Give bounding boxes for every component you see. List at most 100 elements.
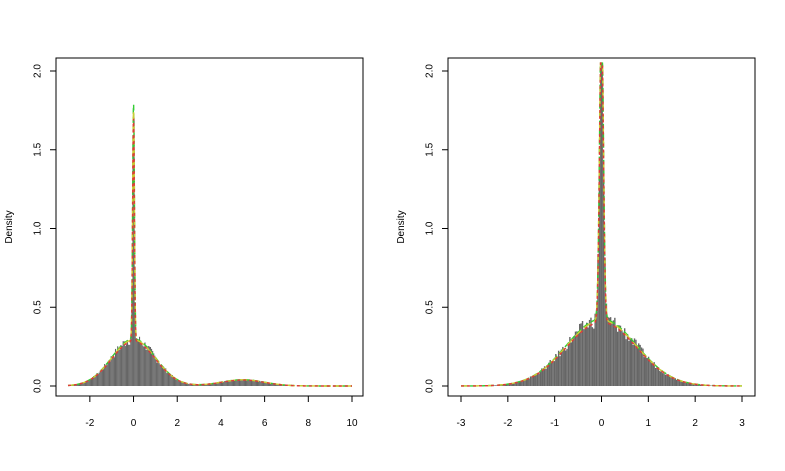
- histogram-bar: [260, 381, 262, 386]
- histogram-bar: [684, 382, 686, 386]
- histogram-bar: [635, 339, 637, 386]
- density-curve-red: [67, 118, 352, 387]
- histogram-bar: [178, 380, 180, 386]
- histogram-bar: [142, 345, 144, 386]
- histogram-bar: [664, 374, 667, 386]
- histogram-bar: [215, 383, 217, 386]
- histogram-bar: [116, 353, 118, 386]
- histogram-bar: [125, 344, 127, 386]
- histogram-bar: [608, 317, 610, 386]
- histogram-bar: [587, 327, 589, 386]
- histogram-bar: [223, 381, 225, 386]
- histogram-bar: [93, 376, 95, 386]
- histogram-bar: [189, 383, 191, 386]
- histogram-bar: [250, 379, 252, 386]
- histogram-bar: [238, 379, 240, 386]
- histogram-bar: [101, 369, 103, 386]
- histogram-bar: [619, 325, 622, 386]
- histogram-bar: [192, 384, 194, 386]
- histogram-bar: [605, 303, 608, 386]
- histogram-bar: [668, 375, 671, 386]
- histogram-bar: [188, 383, 190, 386]
- histogram-bar: [496, 385, 498, 386]
- histogram-bar: [690, 383, 692, 386]
- histogram-bar: [633, 338, 636, 386]
- histogram-bar: [666, 374, 668, 386]
- histogram-bar: [193, 384, 195, 386]
- histogram-bar: [112, 356, 114, 386]
- histogram-bar: [607, 316, 609, 386]
- histogram-bar: [119, 349, 121, 386]
- histogram-bar: [219, 382, 221, 386]
- histogram-bar: [139, 336, 141, 386]
- histogram-bar: [83, 382, 85, 386]
- histogram-bar: [692, 383, 695, 386]
- x-tick-label: 0: [131, 418, 137, 429]
- histogram-bar: [639, 344, 641, 386]
- histogram-bar: [275, 383, 277, 386]
- histogram-bar: [277, 384, 279, 386]
- histogram-bar: [206, 384, 208, 386]
- histogram-bar: [78, 383, 81, 386]
- density-curve-green: [67, 104, 352, 387]
- histogram-bar: [274, 383, 276, 386]
- histogram-bar: [525, 379, 528, 386]
- histogram-bar: [228, 381, 230, 386]
- histogram-bar: [117, 346, 119, 386]
- histogram-bar: [625, 339, 627, 386]
- histogram-bar: [249, 379, 251, 386]
- left-x-axis: -2 0 2 4 6 8 10: [85, 395, 358, 429]
- histogram-bar: [151, 348, 153, 386]
- histogram-bar: [130, 338, 132, 386]
- histogram-bar: [182, 382, 184, 386]
- histogram-bar: [670, 377, 672, 386]
- histogram-bar: [675, 380, 678, 386]
- histogram-bar: [677, 380, 679, 386]
- histogram-bar: [251, 380, 253, 386]
- histogram-bar: [167, 372, 169, 386]
- histogram-bar: [220, 382, 223, 386]
- histogram-bar: [81, 383, 83, 386]
- histogram-bar: [145, 349, 147, 386]
- x-tick-label: -1: [550, 418, 559, 429]
- histogram-bar: [505, 384, 508, 386]
- y-tick-label: 1.5: [33, 142, 44, 156]
- histogram-bar: [688, 383, 691, 386]
- histogram-bar: [160, 365, 162, 386]
- histogram-bar: [262, 381, 264, 386]
- histogram-bar: [493, 385, 495, 386]
- histogram-bar: [588, 319, 591, 386]
- histogram-bar: [176, 379, 178, 386]
- histogram-bar: [512, 383, 515, 386]
- histogram-bar: [100, 369, 102, 386]
- histogram-bar: [682, 382, 685, 386]
- histogram-bar: [230, 380, 232, 386]
- x-tick-label: 1: [646, 418, 652, 429]
- histogram-bar: [667, 374, 669, 386]
- histogram-bar: [102, 369, 105, 386]
- histogram-bar: [76, 384, 78, 386]
- histogram-bar: [243, 379, 245, 386]
- histogram-bar: [660, 371, 662, 386]
- histogram-bar: [594, 313, 596, 386]
- histogram-bar: [157, 362, 159, 386]
- histogram-bar: [217, 382, 219, 386]
- histogram-bar: [687, 382, 689, 386]
- histogram-bar: [232, 380, 235, 386]
- histogram-bar: [165, 368, 167, 386]
- histogram-bar: [236, 380, 238, 386]
- histogram-bar: [549, 360, 551, 386]
- y-tick-label: 2.0: [425, 64, 436, 78]
- histogram-bar: [263, 381, 265, 386]
- y-tick-label: 1.0: [425, 221, 436, 235]
- histogram-bar: [128, 344, 130, 386]
- histogram-bar: [517, 381, 519, 386]
- x-tick-label: 0: [599, 418, 605, 429]
- histogram-bar: [601, 63, 603, 387]
- histogram-bar: [265, 382, 267, 386]
- histogram-bar: [527, 378, 529, 386]
- histogram-bar: [518, 381, 521, 386]
- histogram-bar: [511, 383, 513, 386]
- histogram-bar: [555, 354, 557, 386]
- right-x-axis: -3 -2 -1 0 1 2 3: [457, 395, 745, 429]
